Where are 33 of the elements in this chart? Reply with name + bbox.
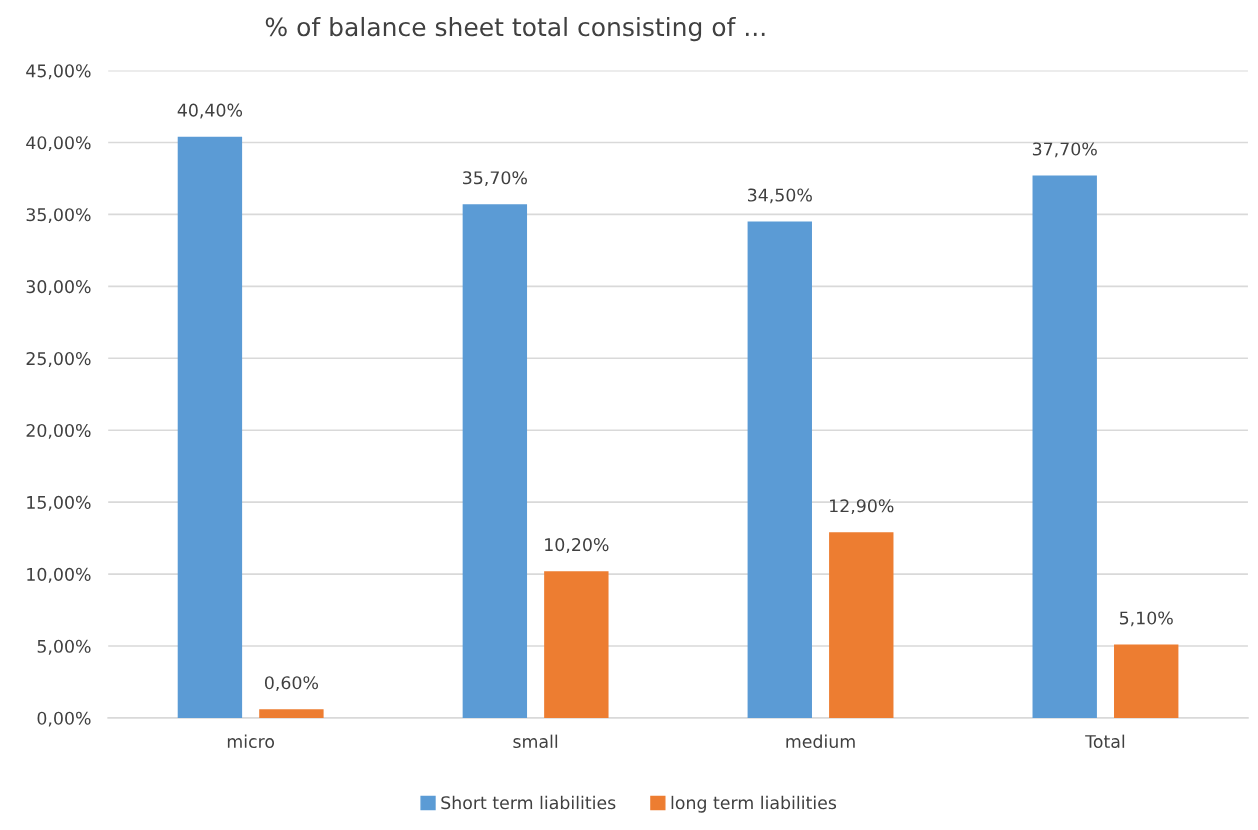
x-tick-label: micro bbox=[227, 734, 275, 749]
y-tick-label: 25,00% bbox=[26, 351, 91, 367]
x-tick-label: small bbox=[513, 734, 558, 749]
data-label: 12,90% bbox=[830, 499, 894, 515]
data-label: 10,20% bbox=[545, 538, 609, 553]
y-tick-label: 30,00% bbox=[26, 280, 91, 295]
x-tick-label: Total bbox=[1085, 734, 1125, 749]
y-tick-label: 20,00% bbox=[26, 423, 91, 439]
y-tick-label: 10,00% bbox=[27, 567, 91, 583]
data-label: 40,40% bbox=[177, 103, 243, 119]
data-label: 37,70% bbox=[1032, 142, 1097, 158]
y-tick-label: 5,00% bbox=[37, 639, 91, 655]
data-label: 5,10% bbox=[1119, 611, 1173, 627]
y-tick-label: 40,00% bbox=[26, 136, 91, 152]
bar bbox=[462, 204, 528, 718]
y-tick-label: 15,00% bbox=[27, 495, 91, 511]
bar bbox=[1114, 644, 1179, 718]
bar bbox=[829, 532, 894, 718]
y-tick-label: 35,00% bbox=[26, 208, 91, 224]
y-tick-label: 0,00% bbox=[37, 711, 91, 727]
chart-title: % of balance sheet total consisting of ... bbox=[265, 16, 765, 42]
bar bbox=[177, 136, 243, 718]
data-label: 0,60% bbox=[264, 676, 319, 692]
y-tick-label: 45,00% bbox=[26, 64, 91, 80]
bar bbox=[544, 571, 609, 718]
legend-label: long term liabilities bbox=[671, 795, 837, 813]
bar bbox=[259, 709, 324, 718]
x-tick-label: medium bbox=[786, 734, 855, 749]
data-label: 34,50% bbox=[748, 188, 812, 204]
bar bbox=[747, 221, 812, 718]
data-label: 35,70% bbox=[463, 171, 527, 187]
legend-label: Short term liabilities bbox=[441, 795, 616, 810]
bar bbox=[1032, 175, 1097, 718]
